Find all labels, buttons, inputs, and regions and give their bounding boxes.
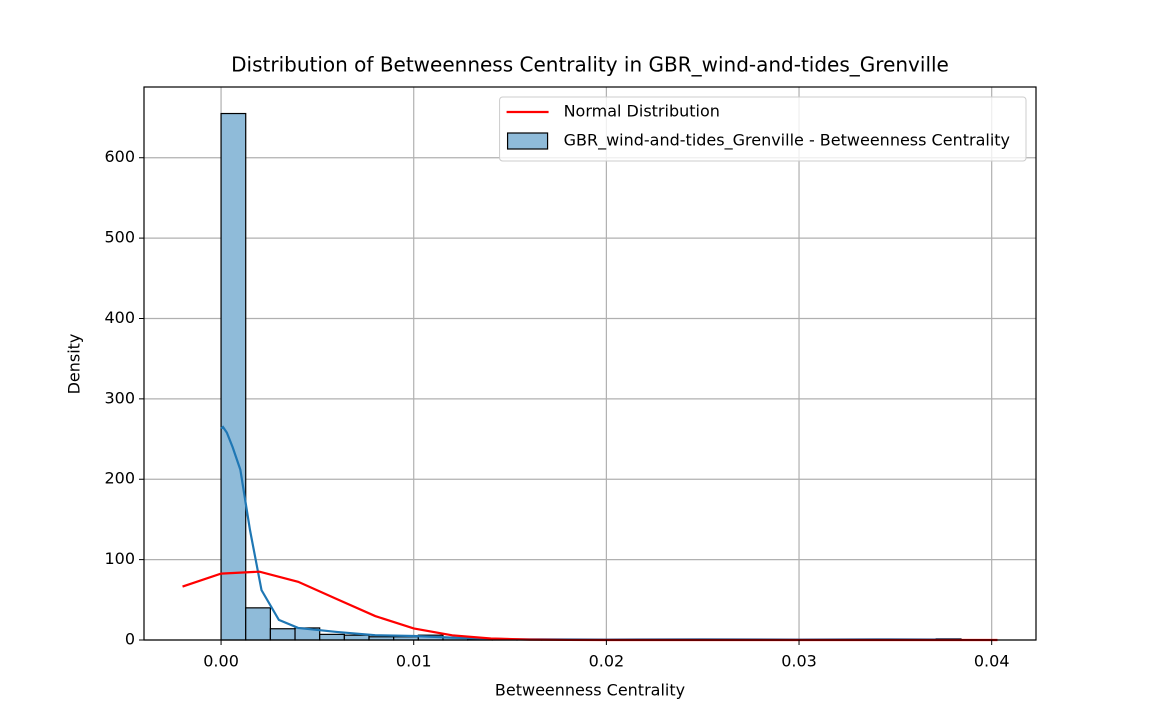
ticks: 0.00 0.01 0.02 0.03 0.04 0 100 200 300 400 500 600 — [104, 147, 1009, 670]
chart-title: Distribution of Betweenness Centrality i… — [231, 53, 949, 77]
bar — [319, 633, 345, 641]
bar — [343, 634, 370, 641]
y-tick-label: 100 — [104, 549, 135, 568]
plot-frame — [143, 86, 1037, 641]
y-tick-label: 500 — [104, 228, 135, 247]
bar — [269, 628, 296, 641]
legend-label: GBR_wind-and-tides_Grenville - Betweenne… — [564, 131, 1010, 151]
y-tick-label: 400 — [104, 308, 135, 327]
bars — [220, 112, 962, 641]
legend: Normal Distribution GBR_wind-and-tides_Gr… — [499, 96, 1027, 162]
y-tick-label: 200 — [104, 469, 135, 488]
x-axis-label: Betweenness Centrality — [495, 681, 685, 700]
x-tick-label: 0.03 — [781, 652, 817, 671]
legend-label: Normal Distribution — [564, 102, 720, 121]
bar — [245, 607, 271, 641]
grid — [144, 87, 1036, 641]
legend-patch — [506, 132, 549, 150]
y-axis-label: Density — [65, 334, 84, 395]
y-tick-label: 0 — [125, 630, 135, 649]
x-tick-label: 0.00 — [203, 652, 239, 671]
legend-box — [499, 96, 1027, 162]
y-tick-label: 600 — [104, 147, 135, 166]
bar — [220, 112, 247, 641]
x-tick-label: 0.01 — [396, 652, 432, 671]
x-tick-label: 0.04 — [974, 652, 1010, 671]
y-tick-label: 300 — [104, 388, 135, 407]
x-tick-label: 0.02 — [589, 652, 625, 671]
